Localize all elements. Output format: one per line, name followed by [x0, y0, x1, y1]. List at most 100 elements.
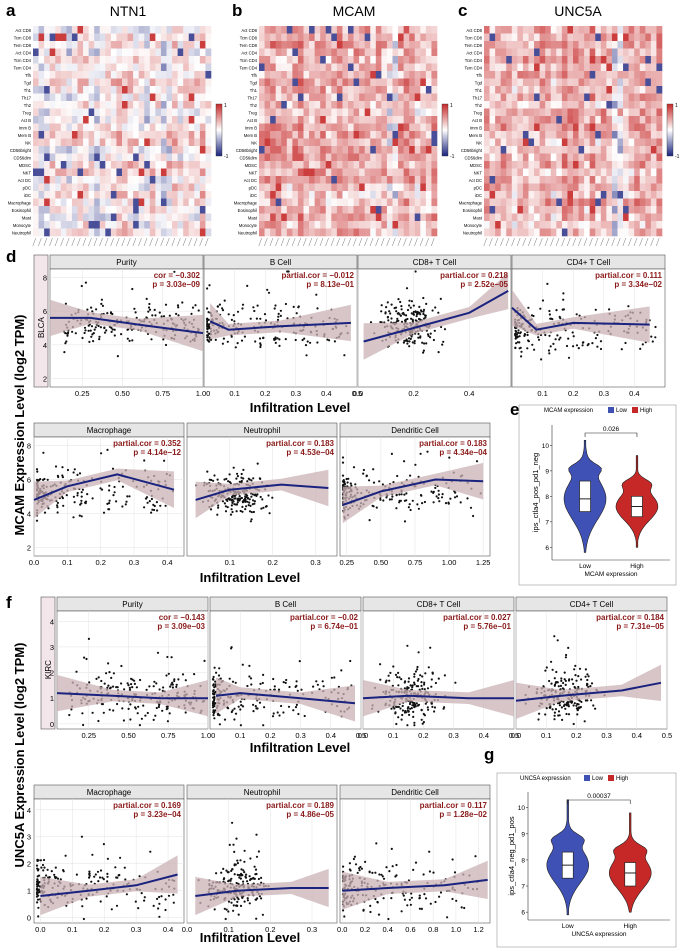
heatmap-cell — [314, 153, 321, 162]
scatter-point — [410, 300, 413, 303]
heatmap-cell — [639, 228, 646, 237]
scatter-point — [107, 684, 110, 687]
heatmap-cell — [33, 221, 39, 229]
heatmap-cell — [639, 108, 646, 117]
heatmap-cell — [66, 41, 73, 49]
heatmap-cell — [44, 221, 50, 229]
heatmap-cell — [578, 123, 585, 132]
scatter-point — [515, 342, 518, 345]
scatter-point — [262, 673, 265, 677]
heatmap-cell — [44, 116, 50, 124]
scatter-point — [75, 670, 78, 673]
heatmap-cell — [567, 108, 574, 117]
scatter-point — [153, 504, 156, 508]
heatmap-cell — [199, 213, 206, 222]
scatter-point — [206, 334, 209, 337]
scatter-point — [312, 685, 315, 688]
heatmap-cell — [259, 176, 265, 184]
heatmap-cell — [194, 138, 201, 147]
heatmap-cell — [414, 168, 421, 177]
heatmap-cell — [127, 176, 134, 184]
heatmap-cell — [556, 78, 563, 87]
scatter-point — [466, 497, 469, 500]
heatmap-cell — [522, 71, 529, 79]
timer-d-ylabel: MCAM Expression Level (log2 TPM) — [12, 314, 27, 535]
heatmap-cell — [506, 93, 513, 102]
scatter-point — [259, 495, 262, 499]
heatmap-cell — [281, 138, 288, 147]
heatmap-cell — [116, 78, 123, 87]
scatter-point — [216, 513, 219, 516]
scatter-point — [315, 293, 318, 296]
heatmap-cell — [303, 41, 310, 49]
heatmap-cell — [138, 78, 145, 87]
scatter-point — [65, 340, 68, 343]
heatmap-row-label: Tfh — [251, 73, 258, 78]
scatter-point — [161, 689, 164, 693]
heatmap-cell — [259, 41, 265, 49]
heatmap-cell — [611, 213, 618, 222]
heatmap-cell — [353, 153, 360, 162]
heatmap-cell — [375, 161, 382, 169]
heatmap-cell — [183, 213, 190, 222]
heatmap-cell — [353, 93, 360, 102]
heatmap-cell — [199, 116, 206, 124]
y-tick-label: 6 — [43, 307, 47, 316]
heatmap-cell — [77, 221, 84, 229]
scatter-point — [91, 711, 94, 714]
heatmap-cell — [500, 48, 507, 57]
heatmap-cell — [325, 63, 332, 72]
heatmap-cell — [634, 221, 641, 229]
heatmap-cell — [348, 168, 354, 177]
heatmap-cell — [589, 183, 596, 192]
heatmap-cell — [561, 161, 568, 169]
heatmap-cell — [60, 26, 67, 34]
heatmap-cell — [606, 198, 613, 207]
heatmap-cell — [144, 153, 151, 162]
heatmap-cell — [77, 191, 84, 199]
heatmap-cell — [353, 161, 360, 169]
heatmap-cell — [342, 198, 349, 207]
heatmap-cell — [556, 228, 563, 237]
heatmap-cell — [99, 78, 106, 87]
heatmap-cell — [320, 86, 327, 94]
heatmap-cell — [194, 206, 201, 214]
heatmap-cell — [99, 176, 106, 184]
p-value-label: p = 3.03e−09 — [152, 280, 200, 289]
scatter-point — [539, 307, 542, 310]
heatmap-cell — [381, 71, 388, 79]
heatmap-cell — [83, 33, 89, 42]
scatter-point — [426, 450, 429, 453]
heatmap-cell — [309, 198, 315, 207]
heatmap-cell — [188, 86, 195, 94]
heatmap-cell — [281, 198, 288, 207]
heatmap-cell — [584, 86, 590, 94]
heatmap-cell — [484, 71, 490, 79]
scatter-point — [121, 707, 124, 710]
heatmap-cell — [331, 33, 338, 42]
heatmap-cell — [188, 116, 195, 124]
heatmap-cell — [172, 48, 178, 57]
heatmap-cell — [617, 213, 624, 222]
heatmap-cell — [656, 228, 663, 237]
heatmap-row-label: Imm B — [245, 125, 257, 130]
heatmap-cell — [183, 228, 190, 237]
heatmap-cell — [528, 213, 535, 222]
heatmap-cell — [528, 183, 535, 192]
panel-letter-b: b — [232, 1, 242, 20]
heatmap-cell — [517, 168, 524, 177]
scatter-point — [80, 502, 83, 505]
heatmap-column-tick — [291, 237, 296, 247]
scatter-point — [228, 473, 231, 476]
heatmap-colorbar-min-label: -1 — [450, 154, 455, 160]
heatmap-cell — [33, 206, 39, 214]
heatmap-cell — [381, 48, 388, 57]
heatmap-cell — [122, 191, 128, 199]
heatmap-cell — [83, 108, 89, 117]
heatmap-cell — [617, 78, 624, 87]
heatmap-cell — [650, 78, 657, 87]
heatmap-cell — [431, 26, 438, 34]
heatmap-cell — [639, 48, 646, 57]
heatmap-cell — [545, 101, 552, 109]
heatmap-cell — [617, 93, 624, 102]
